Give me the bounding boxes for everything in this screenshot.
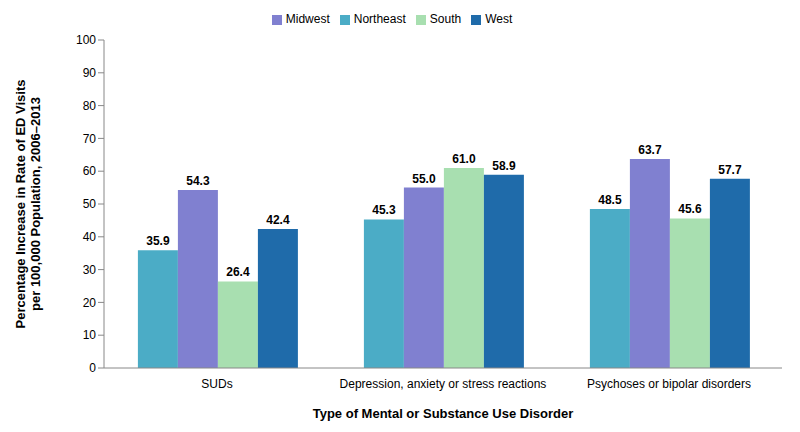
svg-text:70: 70 [83,132,97,146]
svg-text:80: 80 [83,99,97,113]
svg-text:60: 60 [83,164,97,178]
svg-text:63.7: 63.7 [638,143,662,157]
svg-text:Type of Mental or Substance Us: Type of Mental or Substance Use Disorder [313,406,574,421]
svg-text:10: 10 [83,328,97,342]
svg-text:50: 50 [83,197,97,211]
svg-text:54.3: 54.3 [186,174,210,188]
html-text:Midwest: Midwest [285,12,330,26]
svg-text:40: 40 [83,230,97,244]
svg-text:Percentage Increase in Rate of: Percentage Increase in Rate of ED Visits… [13,79,44,328]
svg-text:45.6: 45.6 [678,202,702,216]
svg-text:55.0: 55.0 [412,172,436,186]
html-text:Northeast: Northeast [353,12,406,26]
svg-text:35.9: 35.9 [146,234,170,248]
svg-text:SUDs: SUDs [201,377,232,391]
svg-text:20: 20 [83,296,97,310]
svg-text:90: 90 [83,66,97,80]
svg-text:61.0: 61.0 [452,152,476,166]
svg-text:26.4: 26.4 [226,265,250,279]
html-text:West: West [485,12,513,26]
svg-text:30: 30 [83,263,97,277]
svg-text:Psychoses or bipolar disorders: Psychoses or bipolar disorders [587,377,751,391]
svg-text:48.5: 48.5 [598,193,622,207]
svg-text:57.7: 57.7 [718,163,742,177]
svg-text:0: 0 [89,361,96,375]
svg-text:45.3: 45.3 [372,203,396,217]
svg-text:42.4: 42.4 [266,213,290,227]
svg-text:58.9: 58.9 [492,159,516,173]
html-text:South: South [429,12,462,26]
svg-text:100: 100 [76,33,96,47]
svg-text:Depression, anxiety or stress: Depression, anxiety or stress reactions [340,377,547,391]
